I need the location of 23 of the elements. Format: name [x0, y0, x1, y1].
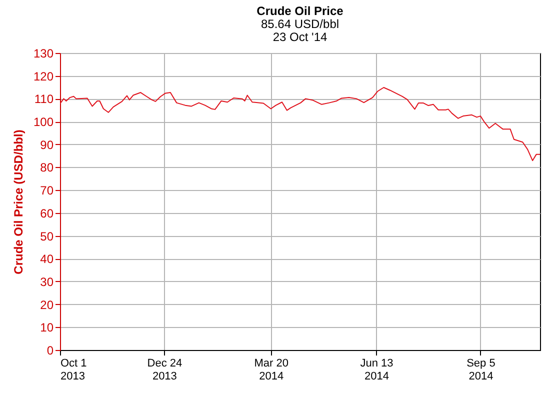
y-tick-label: 110 — [34, 92, 54, 106]
x-tick-label: Mar 20 2014 — [254, 358, 288, 382]
y-tick-label: 130 — [33, 46, 54, 60]
y-tick-label: 90 — [40, 138, 54, 152]
y-tick-label: 0 — [46, 344, 54, 358]
y-tick-label: 40 — [40, 252, 54, 266]
y-tick-label: 120 — [33, 69, 54, 84]
chart-subtitle: 85.64 USD/bbl 23 Oct '14 — [260, 17, 340, 44]
y-axis-title: Crude Oil Price (USD/bbl) — [11, 130, 26, 274]
y-tick-label: 30 — [40, 274, 54, 289]
x-tick-label: Oct 1 2013 — [60, 358, 87, 382]
x-tick-label: Jun 13 2014 — [360, 358, 394, 382]
y-tick-label: 60 — [40, 206, 54, 220]
x-tick-label: Sep 5 2014 — [466, 358, 496, 382]
y-tick-label: 80 — [40, 160, 54, 175]
chart-title: Crude Oil Price — [256, 4, 344, 18]
y-tick-label: 50 — [40, 229, 54, 244]
y-tick-label: 70 — [40, 184, 54, 198]
y-tick-label: 20 — [40, 298, 54, 312]
line-series — [60, 87, 540, 162]
y-tick-label: 100 — [33, 115, 54, 130]
y-tick-label: 10 — [40, 320, 54, 335]
x-tick-label: Dec 24 2013 — [147, 358, 182, 382]
